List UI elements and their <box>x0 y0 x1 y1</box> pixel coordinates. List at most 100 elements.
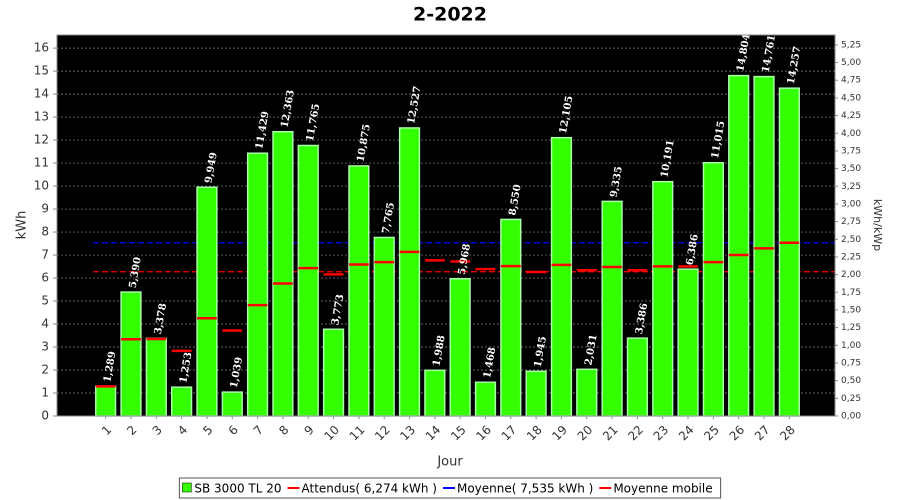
bar <box>601 200 623 417</box>
legend-label: Attendus( 6,274 kWh ) <box>302 482 437 496</box>
value-label: 2,031 <box>583 333 599 366</box>
value-label: 1,253 <box>178 351 194 384</box>
bar <box>424 369 446 417</box>
bar <box>677 268 699 417</box>
x-tick-label: 14 <box>423 423 444 444</box>
bar <box>145 337 167 417</box>
value-label: 5,390 <box>128 256 144 289</box>
legend-label: Moyenne mobile <box>613 482 712 496</box>
bar <box>373 236 395 417</box>
x-tick-label: 7 <box>251 423 266 438</box>
value-label: 1,945 <box>533 335 549 368</box>
x-tick-label: 8 <box>276 423 291 438</box>
value-label: 9,949 <box>204 151 220 184</box>
plot-border <box>56 34 836 417</box>
y2-tick-label: 0,25 <box>841 394 861 404</box>
value-label: 3,386 <box>634 302 650 335</box>
y-tick-label: 14 <box>34 87 49 101</box>
y2-tick-label: 4,50 <box>841 93 861 103</box>
x-tick-label: 12 <box>372 423 393 444</box>
bar <box>95 385 117 417</box>
bar <box>550 136 573 417</box>
bar <box>652 180 674 417</box>
y2-tick-label: 3,75 <box>841 146 861 156</box>
bar <box>702 161 725 417</box>
bar <box>474 381 497 417</box>
y2-tick-label: 5,25 <box>841 40 861 50</box>
y2-tick-label: 2,50 <box>841 235 861 245</box>
bar <box>778 87 800 417</box>
y2-tick-label: 2,25 <box>841 252 861 262</box>
x-tick-label: 17 <box>499 423 520 444</box>
bar <box>576 368 598 417</box>
x-tick-label: 20 <box>575 423 596 444</box>
y2-tick-label: 3,00 <box>841 199 861 209</box>
x-tick-label: 21 <box>600 423 621 444</box>
value-label: 1,039 <box>229 356 245 389</box>
y-tick-label: 4 <box>41 317 49 331</box>
bar <box>272 130 294 417</box>
bar <box>348 165 370 417</box>
y2-tick-label: 1,00 <box>841 341 861 351</box>
chart-title: 2-2022 <box>413 4 487 26</box>
bar <box>398 127 421 417</box>
y-tick-label: 13 <box>34 110 49 124</box>
y2-tick-label: 4,00 <box>841 129 861 139</box>
bar <box>196 186 218 417</box>
bar <box>170 386 193 417</box>
value-label: 9,335 <box>609 166 625 199</box>
y-tick-label: 16 <box>34 41 49 55</box>
x-tick-label: 19 <box>549 423 570 444</box>
x-tick-label: 13 <box>397 423 418 444</box>
bar <box>525 370 547 417</box>
x-tick-label: 22 <box>625 423 646 444</box>
bar <box>449 278 471 417</box>
bar <box>221 391 243 417</box>
y2-axis-label: kWh/kWp <box>871 199 884 251</box>
y-tick-label: 2 <box>41 363 49 377</box>
y-tick-label: 9 <box>41 202 49 216</box>
bar <box>500 218 522 417</box>
legend-swatch <box>182 482 192 493</box>
y-tick-label: 10 <box>34 179 49 193</box>
y-axis-label: kWh <box>15 211 30 240</box>
x-tick-label: 2 <box>124 423 139 438</box>
y-tick-label: 5 <box>41 294 49 308</box>
x-tick-label: 5 <box>200 423 215 438</box>
y-tick-label: 12 <box>34 133 49 147</box>
bar <box>120 291 142 417</box>
y2-tick-label: 0,75 <box>841 358 861 368</box>
bar <box>297 144 319 417</box>
x-axis-label: Jour <box>436 455 463 470</box>
y2-tick-label: 0,50 <box>841 376 861 386</box>
y2-tick-label: 3,50 <box>841 164 861 174</box>
y2-tick-label: 3,25 <box>841 182 861 192</box>
x-tick-label: 26 <box>727 423 748 444</box>
y2-tick-label: 4,25 <box>841 111 861 121</box>
value-label: 3,378 <box>153 302 169 335</box>
x-tick-label: 1 <box>99 423 114 438</box>
bar <box>246 152 269 417</box>
x-tick-label: 10 <box>321 423 342 444</box>
y-tick-label: 8 <box>41 225 49 239</box>
y2-tick-label: 5,00 <box>841 58 861 68</box>
value-label: 7,765 <box>381 202 397 235</box>
x-tick-label: 18 <box>524 423 545 444</box>
y2-tick-label: 1,50 <box>841 305 861 315</box>
value-label: 3,773 <box>330 293 346 326</box>
x-tick-label: 15 <box>448 423 469 444</box>
x-tick-label: 24 <box>676 423 697 444</box>
x-tick-label: 3 <box>150 423 165 438</box>
value-label: 5,968 <box>457 243 473 276</box>
y2-tick-label: 1,25 <box>841 323 861 333</box>
y2-tick-label: 2,75 <box>841 217 861 227</box>
bar <box>322 328 345 417</box>
x-tick-label: 28 <box>777 423 798 444</box>
y-tick-label: 15 <box>34 64 49 78</box>
y-tick-label: 0 <box>41 409 49 423</box>
y2-tick-label: 4,75 <box>841 76 861 86</box>
y2-tick-label: 2,00 <box>841 270 861 280</box>
y2-tick-label: 0,00 <box>841 412 861 422</box>
x-tick-label: 4 <box>175 423 190 438</box>
y-tick-label: 7 <box>41 248 49 262</box>
